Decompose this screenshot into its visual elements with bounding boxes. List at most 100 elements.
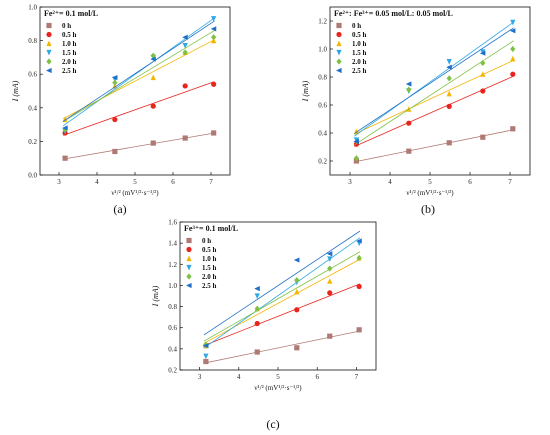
data-point-0_5h-3 bbox=[480, 88, 486, 94]
data-point-legend-5 bbox=[336, 67, 342, 74]
fit-line-2_5h bbox=[203, 230, 361, 336]
legend-entry: 1.5 h bbox=[202, 264, 217, 272]
fit-line-0h bbox=[354, 129, 514, 163]
data-point-2_5h-4 bbox=[210, 26, 217, 32]
data-point-legend-4 bbox=[336, 58, 342, 65]
x-tick-label: 4 bbox=[237, 373, 241, 381]
y-tick-label: 1.6 bbox=[168, 219, 177, 227]
x-tick-label: 5 bbox=[133, 178, 137, 186]
data-point-0_5h-3 bbox=[182, 83, 188, 89]
data-point-2_0h-2 bbox=[446, 75, 452, 82]
fit-line-1_0h bbox=[354, 59, 514, 135]
data-point-1_5h-3 bbox=[182, 43, 188, 49]
x-tick-label: 4 bbox=[95, 178, 99, 186]
y-tick-label: 0.0 bbox=[28, 172, 37, 180]
chart-panel-b: 3 4 5 6 7 0.2 0.4 0.6 0.8 1.0 1.2 ν¹/² (mV¹/²·s⁻¹/²… bbox=[301, 6, 531, 216]
y-tick-label: 1.0 bbox=[168, 282, 177, 290]
data-point-legend-5 bbox=[186, 282, 192, 289]
data-point-2_5h-4 bbox=[509, 28, 516, 34]
data-point-0h-3 bbox=[182, 135, 188, 141]
data-point-legend-0 bbox=[186, 237, 192, 244]
panel-label: (a) bbox=[113, 202, 126, 216]
data-point-2_5h-0 bbox=[202, 343, 209, 349]
data-point-0h-0 bbox=[62, 155, 68, 161]
data-point-0_5h-4 bbox=[356, 283, 362, 290]
y-axis-label: I (mA) bbox=[151, 285, 160, 307]
data-point-2_5h-3 bbox=[182, 34, 188, 40]
legend-entry: 2.5 h bbox=[352, 67, 367, 75]
data-point-1_0h-2 bbox=[150, 74, 156, 81]
data-point-0h-2 bbox=[150, 140, 156, 146]
data-point-0_5h-1 bbox=[254, 320, 260, 327]
y-tick-label: 0.6 bbox=[318, 102, 327, 110]
legend: 0 h0.5 h1.0 h1.5 h2.0 h2.5 h bbox=[336, 22, 367, 75]
x-axis-label: ν¹/² (mV¹/²·s⁻¹/²) bbox=[254, 384, 302, 392]
y-tick-label: 0.4 bbox=[318, 130, 327, 138]
data-point-2_5h-0 bbox=[62, 125, 68, 131]
x-tick-label: 3 bbox=[348, 178, 352, 186]
data-point-legend-3 bbox=[336, 49, 342, 56]
legend: 0 h0.5 h1.0 h1.5 h2.0 h2.5 h bbox=[186, 237, 217, 290]
x-axis-label: ν¹/² (mV¹/²·s⁻¹/²) bbox=[111, 189, 159, 197]
data-point-1_0h-2 bbox=[446, 90, 452, 97]
y-tick-label: 0.6 bbox=[168, 324, 177, 332]
condition-label: Fe²⁺= 0.1 mol/L bbox=[44, 9, 98, 18]
data-point-legend-2 bbox=[336, 40, 342, 47]
legend-entry: 0 h bbox=[62, 22, 71, 30]
y-tick-label: 0.2 bbox=[318, 158, 327, 166]
data-point-0_5h-1 bbox=[112, 116, 118, 123]
data-point-legend-1 bbox=[186, 246, 192, 253]
y-tick-label: 1.0 bbox=[318, 46, 327, 54]
fit-line-1_0h bbox=[203, 258, 361, 344]
data-point-0h-1 bbox=[254, 349, 260, 355]
legend-entry: 2.5 h bbox=[62, 67, 77, 75]
data-point-0h-2 bbox=[446, 140, 452, 146]
data-point-legend-3 bbox=[186, 264, 192, 271]
y-axis-label: I (mA) bbox=[11, 80, 20, 102]
legend-entry: 2.0 h bbox=[352, 58, 367, 66]
condition-label: Fe²⁺: Fe³⁺= 0.05 mol/L: 0.05 mol/L bbox=[334, 9, 453, 18]
data-point-1_0h-4 bbox=[211, 37, 217, 44]
data-point-legend-0 bbox=[336, 22, 342, 29]
panel-label: (b) bbox=[421, 202, 435, 216]
x-tick-label: 3 bbox=[57, 178, 61, 186]
data-point-2_0h-2 bbox=[294, 277, 300, 284]
data-point-2_5h-4 bbox=[356, 238, 362, 244]
y-tick-label: 0.6 bbox=[28, 71, 37, 79]
data-point-legend-2 bbox=[46, 40, 52, 47]
legend-entry: 2.5 h bbox=[202, 282, 217, 290]
data-point-legend-5 bbox=[46, 67, 52, 74]
x-tick-label: 6 bbox=[315, 373, 319, 381]
x-tick-label: 7 bbox=[355, 373, 359, 381]
x-tick-label: 7 bbox=[209, 178, 213, 186]
data-point-0h-0 bbox=[203, 358, 209, 365]
legend-entry: 1.5 h bbox=[352, 49, 367, 57]
y-tick-label: 0.4 bbox=[28, 104, 37, 112]
data-point-0h-3 bbox=[327, 333, 333, 339]
fit-line-1_5h bbox=[62, 17, 215, 127]
condition-label: Fe³⁺= 0.1 mol/L bbox=[184, 224, 238, 233]
legend-entry: 0.5 h bbox=[62, 31, 77, 39]
fit-line-2_0h bbox=[203, 251, 361, 342]
data-point-1_0h-2 bbox=[294, 288, 300, 295]
legend-entry: 0 h bbox=[202, 237, 211, 245]
data-point-legend-1 bbox=[46, 31, 52, 38]
data-point-2_0h-1 bbox=[112, 79, 118, 86]
data-point-1_0h-1 bbox=[112, 82, 118, 89]
data-point-2_0h-0 bbox=[353, 155, 359, 162]
data-point-2_5h-2 bbox=[150, 56, 156, 62]
data-point-2_0h-3 bbox=[182, 49, 188, 56]
data-point-2_0h-4 bbox=[510, 45, 516, 53]
chart-panel-c: 3 4 5 6 7 0.2 0.4 0.6 0.8 1.0 1.2 1.4 1.6 ν¹/² (mV¹/²… bbox=[151, 219, 377, 431]
y-tick-label: 0.8 bbox=[168, 303, 177, 311]
data-point-2_5h-2 bbox=[446, 64, 452, 70]
y-tick-label: 0.8 bbox=[318, 74, 327, 82]
fit-line-2_5h bbox=[62, 20, 215, 122]
data-point-2_0h-4 bbox=[356, 254, 362, 262]
y-tick-label: 0.2 bbox=[28, 138, 37, 146]
data-point-1_0h-3 bbox=[480, 71, 486, 77]
data-point-1_5h-1 bbox=[254, 293, 260, 299]
legend-entry: 2.0 h bbox=[62, 58, 77, 66]
data-point-0h-4 bbox=[356, 327, 362, 333]
